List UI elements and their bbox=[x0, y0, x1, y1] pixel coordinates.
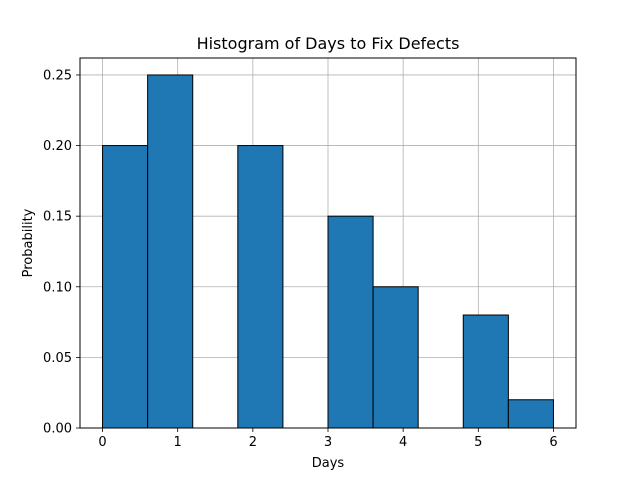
x-tick-label: 2 bbox=[249, 435, 257, 450]
histogram-bar bbox=[462, 314, 509, 429]
y-tick-label: 0.10 bbox=[43, 280, 72, 295]
histogram-bar bbox=[102, 145, 149, 429]
y-axis: 0.00 0.05 0.10 0.15 0.20 0.25 bbox=[43, 68, 80, 437]
chart-title: Histogram of Days to Fix Defects bbox=[197, 34, 460, 53]
x-tick-label: 4 bbox=[399, 435, 407, 450]
histogram-bar bbox=[372, 286, 419, 429]
x-tick-label: 6 bbox=[549, 435, 557, 450]
x-tick-label: 0 bbox=[98, 435, 106, 450]
histogram-bar bbox=[147, 74, 194, 429]
x-axis-label: Days bbox=[312, 456, 345, 471]
bars bbox=[102, 74, 554, 429]
y-tick-label: 0.20 bbox=[43, 139, 72, 154]
x-tick-label: 5 bbox=[474, 435, 482, 450]
histogram-bar bbox=[507, 399, 554, 429]
y-tick-label: 0.15 bbox=[43, 210, 72, 225]
x-tick-label: 3 bbox=[324, 435, 332, 450]
y-tick-label: 0.00 bbox=[43, 422, 72, 437]
y-tick-label: 0.05 bbox=[43, 351, 72, 366]
x-axis: 0 1 2 3 4 5 6 bbox=[98, 428, 558, 450]
y-tick-label: 0.25 bbox=[43, 68, 72, 83]
histogram-bar bbox=[237, 145, 284, 429]
histogram-bar bbox=[327, 215, 374, 429]
y-axis-label: Probability bbox=[21, 208, 36, 277]
x-tick-label: 1 bbox=[174, 435, 182, 450]
